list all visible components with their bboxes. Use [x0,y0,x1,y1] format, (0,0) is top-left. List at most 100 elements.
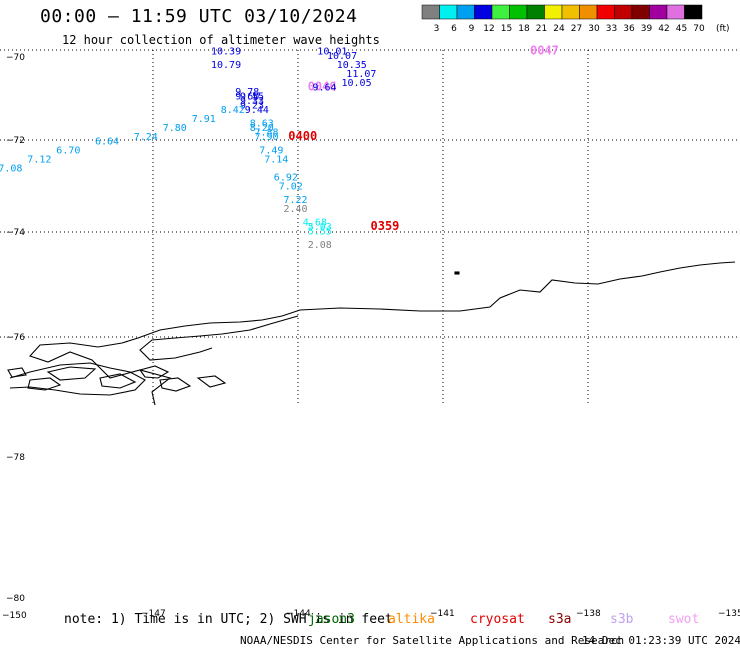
colorbar-swatch [509,4,528,20]
antarctic-coastline [7,261,736,406]
colorbar-label: 70 [693,24,705,34]
colorbar-label: 9 [469,24,475,34]
coastline-inner [139,315,299,361]
swh-value-label: 10.07 [327,51,357,62]
island-4 [27,377,62,391]
colorbar-label: 24 [553,24,565,34]
x-tick-label: −135 [718,609,740,619]
y-tick-label: −78 [6,453,25,463]
colorbar-label: 15 [501,24,512,34]
colorbar-label: 21 [536,24,547,34]
colorbar-swatch [421,4,440,20]
swh-labels: 0047 0046 0400 0359 10.0110.0710.3511.0710.0… [0,44,559,252]
pass-time-label: 0359 [371,219,400,233]
swh-value-label: 5.55 [308,227,332,238]
swh-value-label: 7.22 [284,195,308,206]
island-6 [196,375,227,388]
island-5 [159,377,192,392]
swh-value-label: 7.90 [255,132,279,143]
colorbar-swatch [649,4,668,20]
footer-note: note: 1) Time is in UTC; 2) SWH is in fe… [64,612,393,627]
colorbar-label: 39 [641,24,653,34]
coastline-south [9,362,146,396]
colorbar-swatch [666,4,685,20]
swh-value-label: 7.08 [0,164,22,175]
swh-value-label: 9.23 [240,101,264,112]
colorbar-label: 45 [676,24,687,34]
colorbar-label: 3 [434,24,440,34]
colorbar-unit: (ft) [716,24,730,34]
legend-s3b: s3b [610,612,634,627]
x-tick-label: −147 [141,609,166,619]
swh-value-label: 4.68 [303,218,327,229]
swh-value-label: 10.79 [211,60,241,71]
swh-value-label: 9.33 [240,96,264,107]
swh-value-label: 7.88 [255,128,279,139]
colorbar-label: 12 [483,24,494,34]
y-tick-label: −76 [6,333,25,343]
colorbar-swatch [456,4,475,20]
footer-timestamp: 14 Dec 01:23:39 UTC 2024 [582,634,740,647]
colorbar-swatch [596,4,615,20]
colorbar-swatch [614,4,633,20]
swh-value-label: 10.39 [211,47,241,58]
colorbar-label: 27 [571,24,582,34]
colorbar-label: 33 [606,24,617,34]
swh-value-label: 2.40 [284,204,308,215]
y-tick-label: −70 [6,53,25,63]
chart-title: 00:00 — 11:59 UTC 03/10/2024 [40,6,358,27]
swh-value-label: 8.42 [221,105,245,116]
swh-value-label: 7.24 [134,132,158,143]
swh-value-label: 5.03 [308,222,332,233]
pass-time-label: 0047 [530,44,559,58]
x-tick-label: −144 [286,609,311,619]
colorbar-label: 6 [451,24,457,34]
legend-altika: altika [388,612,435,627]
island-3 [139,365,170,379]
island-8 [454,271,460,275]
coastline-main [29,261,736,406]
colorbar-swatch [474,4,493,20]
swh-value-label: 11.07 [346,69,376,80]
swh-value-label: 7.91 [192,114,216,125]
colorbar-swatch [684,4,703,20]
y-tick-label: −74 [6,228,25,238]
swh-value-label: 2.08 [308,240,332,251]
swh-value-label: 9.60 [235,92,259,103]
swh-value-label: 6.70 [56,146,80,157]
colorbar-label: 36 [623,24,635,34]
x-tick-label: −138 [576,609,601,619]
swh-value-label: 8.20 [250,123,274,134]
colorbar-swatch [579,4,598,20]
legend-swot: swot [668,612,700,627]
swh-value-label: 8.63 [250,119,274,130]
swh-value-label: 10.35 [337,60,367,71]
swh-value-label: 10.05 [342,78,372,89]
island-1 [46,366,97,381]
swh-value-label: 7.02 [279,182,303,193]
colorbar-swatch [561,4,580,20]
colorbar-label: 42 [658,24,669,34]
colorbar-swatch [544,4,563,20]
colorbar-label: 30 [588,24,600,34]
swh-value-label: 9.64 [313,83,337,94]
island-2 [99,373,137,389]
x-tick-label: −141 [430,609,455,619]
colorbar-swatch [631,4,650,20]
swh-value-label: 7.12 [27,155,51,166]
legend-cryosat: cryosat [470,612,525,627]
colorbar-swatch [526,4,545,20]
footer-credit: NOAA/NESDIS Center for Satellite Applica… [240,634,625,647]
x-tick-label: −150 [2,611,27,621]
colorbar-swatch [491,4,510,20]
pass-time-label: 0046 [308,80,337,94]
axis-ticks: −70 −72 −74 −76 −78 −80 −150 −147 −144 −… [2,53,740,621]
y-tick-label: −80 [6,594,25,604]
legend-jason3: jason3 [308,612,355,627]
swh-value-label: 6.64 [95,137,119,148]
colorbar-swatch [439,4,458,20]
swh-value-label: 6.92 [274,173,298,184]
y-tick-label: −72 [6,136,25,146]
swh-value-label: 9.44 [245,105,269,116]
